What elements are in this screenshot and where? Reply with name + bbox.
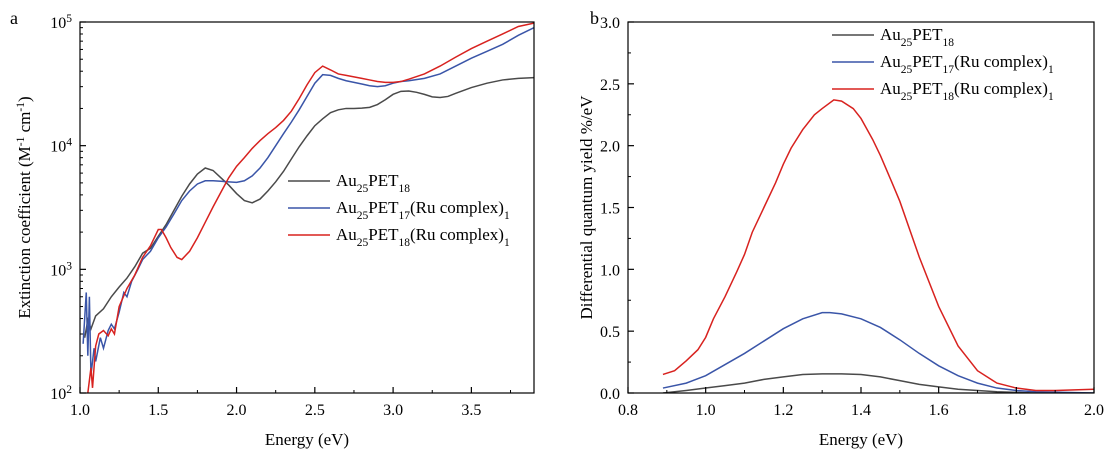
series-line-1 xyxy=(662,373,1094,393)
legend-label-1: Au25PET18 xyxy=(336,171,410,195)
y-tick-base: 10 xyxy=(50,15,66,32)
x-tick-label: 0.8 xyxy=(618,402,638,419)
legend-label-part: Au xyxy=(880,79,901,98)
y-axis-label-part: Extinction coefficient (M xyxy=(15,146,34,318)
y-tick-label: 105 xyxy=(50,13,72,32)
legend-label-part: PET xyxy=(912,79,943,98)
legend-label-subscript: 25 xyxy=(357,237,369,249)
x-tick-label: 1.0 xyxy=(696,402,716,419)
x-axis-label: Energy (eV) xyxy=(819,430,903,449)
legend-label-part: Au xyxy=(336,198,357,217)
y-tick-base: 10 xyxy=(50,386,66,403)
x-tick-label: 2.0 xyxy=(1084,402,1104,419)
series-line-3 xyxy=(662,99,1094,392)
y-tick-label: 1.5 xyxy=(600,201,620,218)
x-tick-label: 2.5 xyxy=(305,402,325,419)
y-axis-label-superscript: -1 xyxy=(15,136,27,146)
panel-label: a xyxy=(10,8,18,28)
y-tick-label: 104 xyxy=(50,137,72,156)
plot-frame xyxy=(79,21,535,394)
legend-label-2: Au25PET17(Ru complex)1 xyxy=(880,52,1054,76)
legend-label-part: PET xyxy=(912,25,943,44)
legend-label-part: (Ru complex) xyxy=(954,79,1048,98)
legend-label-subscript: 25 xyxy=(357,210,369,222)
y-tick-label: 103 xyxy=(50,260,72,279)
y-tick-exponent: 2 xyxy=(66,384,72,396)
legend-label-subscript: 25 xyxy=(901,91,913,103)
legend-label-part: (Ru complex) xyxy=(410,225,504,244)
legend-label-subscript: 18 xyxy=(943,91,955,103)
y-tick-label: 0.5 xyxy=(600,324,620,341)
legend-label-part: (Ru complex) xyxy=(954,52,1048,71)
legend-label-part: Au xyxy=(880,52,901,71)
x-tick-label: 2.0 xyxy=(227,402,247,419)
y-axis-label: Extinction coefficient (M-1 cm-1) xyxy=(15,96,34,318)
legend-label-subscript: 18 xyxy=(399,237,411,249)
x-tick-label: 1.8 xyxy=(1006,402,1026,419)
y-axis-label-part: cm xyxy=(15,112,34,137)
legend-label-part: PET xyxy=(912,52,943,71)
series-line-2 xyxy=(662,311,1094,393)
series-line-3 xyxy=(87,22,534,393)
y-tick-label: 2.5 xyxy=(600,77,620,94)
legend-label-part: Au xyxy=(336,225,357,244)
legend-label-part: PET xyxy=(368,225,399,244)
legend-label-part: PET xyxy=(368,171,399,190)
legend-label-subscript: 1 xyxy=(1048,64,1054,76)
y-tick-label: 1.0 xyxy=(600,262,620,279)
y-axis-label-part: ) xyxy=(15,96,34,102)
legend-label-3: Au25PET18(Ru complex)1 xyxy=(336,225,510,249)
legend-label-subscript: 25 xyxy=(901,37,913,49)
legend-label-part: PET xyxy=(368,198,399,217)
legend-label-3: Au25PET18(Ru complex)1 xyxy=(880,79,1054,103)
x-tick-label: 1.4 xyxy=(851,402,871,419)
series-line-1 xyxy=(83,76,534,338)
y-tick-base: 10 xyxy=(50,262,66,279)
y-tick-label: 0.0 xyxy=(600,386,620,403)
legend-label-part: (Ru complex) xyxy=(410,198,504,217)
legend-label-subscript: 17 xyxy=(943,64,955,76)
y-tick-exponent: 5 xyxy=(66,13,72,25)
panel-b: 0.8 1.0 1.2 1.4 1.6 1.8 2.0 0.0 0.5 1.0 1.5 2.0 2.5 3… xyxy=(577,8,1104,449)
panel-label: b xyxy=(590,8,599,28)
x-tick-label: 1.2 xyxy=(773,402,793,419)
y-axis-label: Differential quantum yield %/eV xyxy=(577,95,596,320)
legend-label-part: Au xyxy=(880,25,901,44)
legend-label-subscript: 18 xyxy=(943,37,955,49)
legend-label-1: Au25PET18 xyxy=(880,25,954,49)
y-tick-base: 10 xyxy=(50,139,66,156)
legend-label-part: Au xyxy=(336,171,357,190)
x-tick-label: 1.5 xyxy=(148,402,168,419)
legend-label-subscript: 1 xyxy=(1048,91,1054,103)
x-tick-label: 3.0 xyxy=(383,402,403,419)
legend-label-subscript: 25 xyxy=(901,64,913,76)
x-tick-label: 3.5 xyxy=(461,402,481,419)
y-tick-label: 102 xyxy=(50,384,72,403)
legend-label-subscript: 1 xyxy=(504,210,510,222)
x-tick-label: 1.0 xyxy=(70,402,90,419)
x-tick-label: 1.6 xyxy=(929,402,949,419)
legend-label-2: Au25PET17(Ru complex)1 xyxy=(336,198,510,222)
legend-label-subscript: 18 xyxy=(399,183,411,195)
y-axis-label-superscript: -1 xyxy=(15,102,27,112)
y-tick-label: 2.0 xyxy=(600,139,620,156)
x-axis-label: Energy (eV) xyxy=(265,430,349,449)
y-tick-label: 3.0 xyxy=(600,15,620,32)
y-tick-exponent: 3 xyxy=(66,260,72,272)
legend-label-subscript: 17 xyxy=(399,210,411,222)
y-tick-exponent: 4 xyxy=(66,137,72,149)
legend-label-subscript: 25 xyxy=(357,183,369,195)
legend-label-subscript: 1 xyxy=(504,237,510,249)
plot-frame xyxy=(627,21,1095,394)
